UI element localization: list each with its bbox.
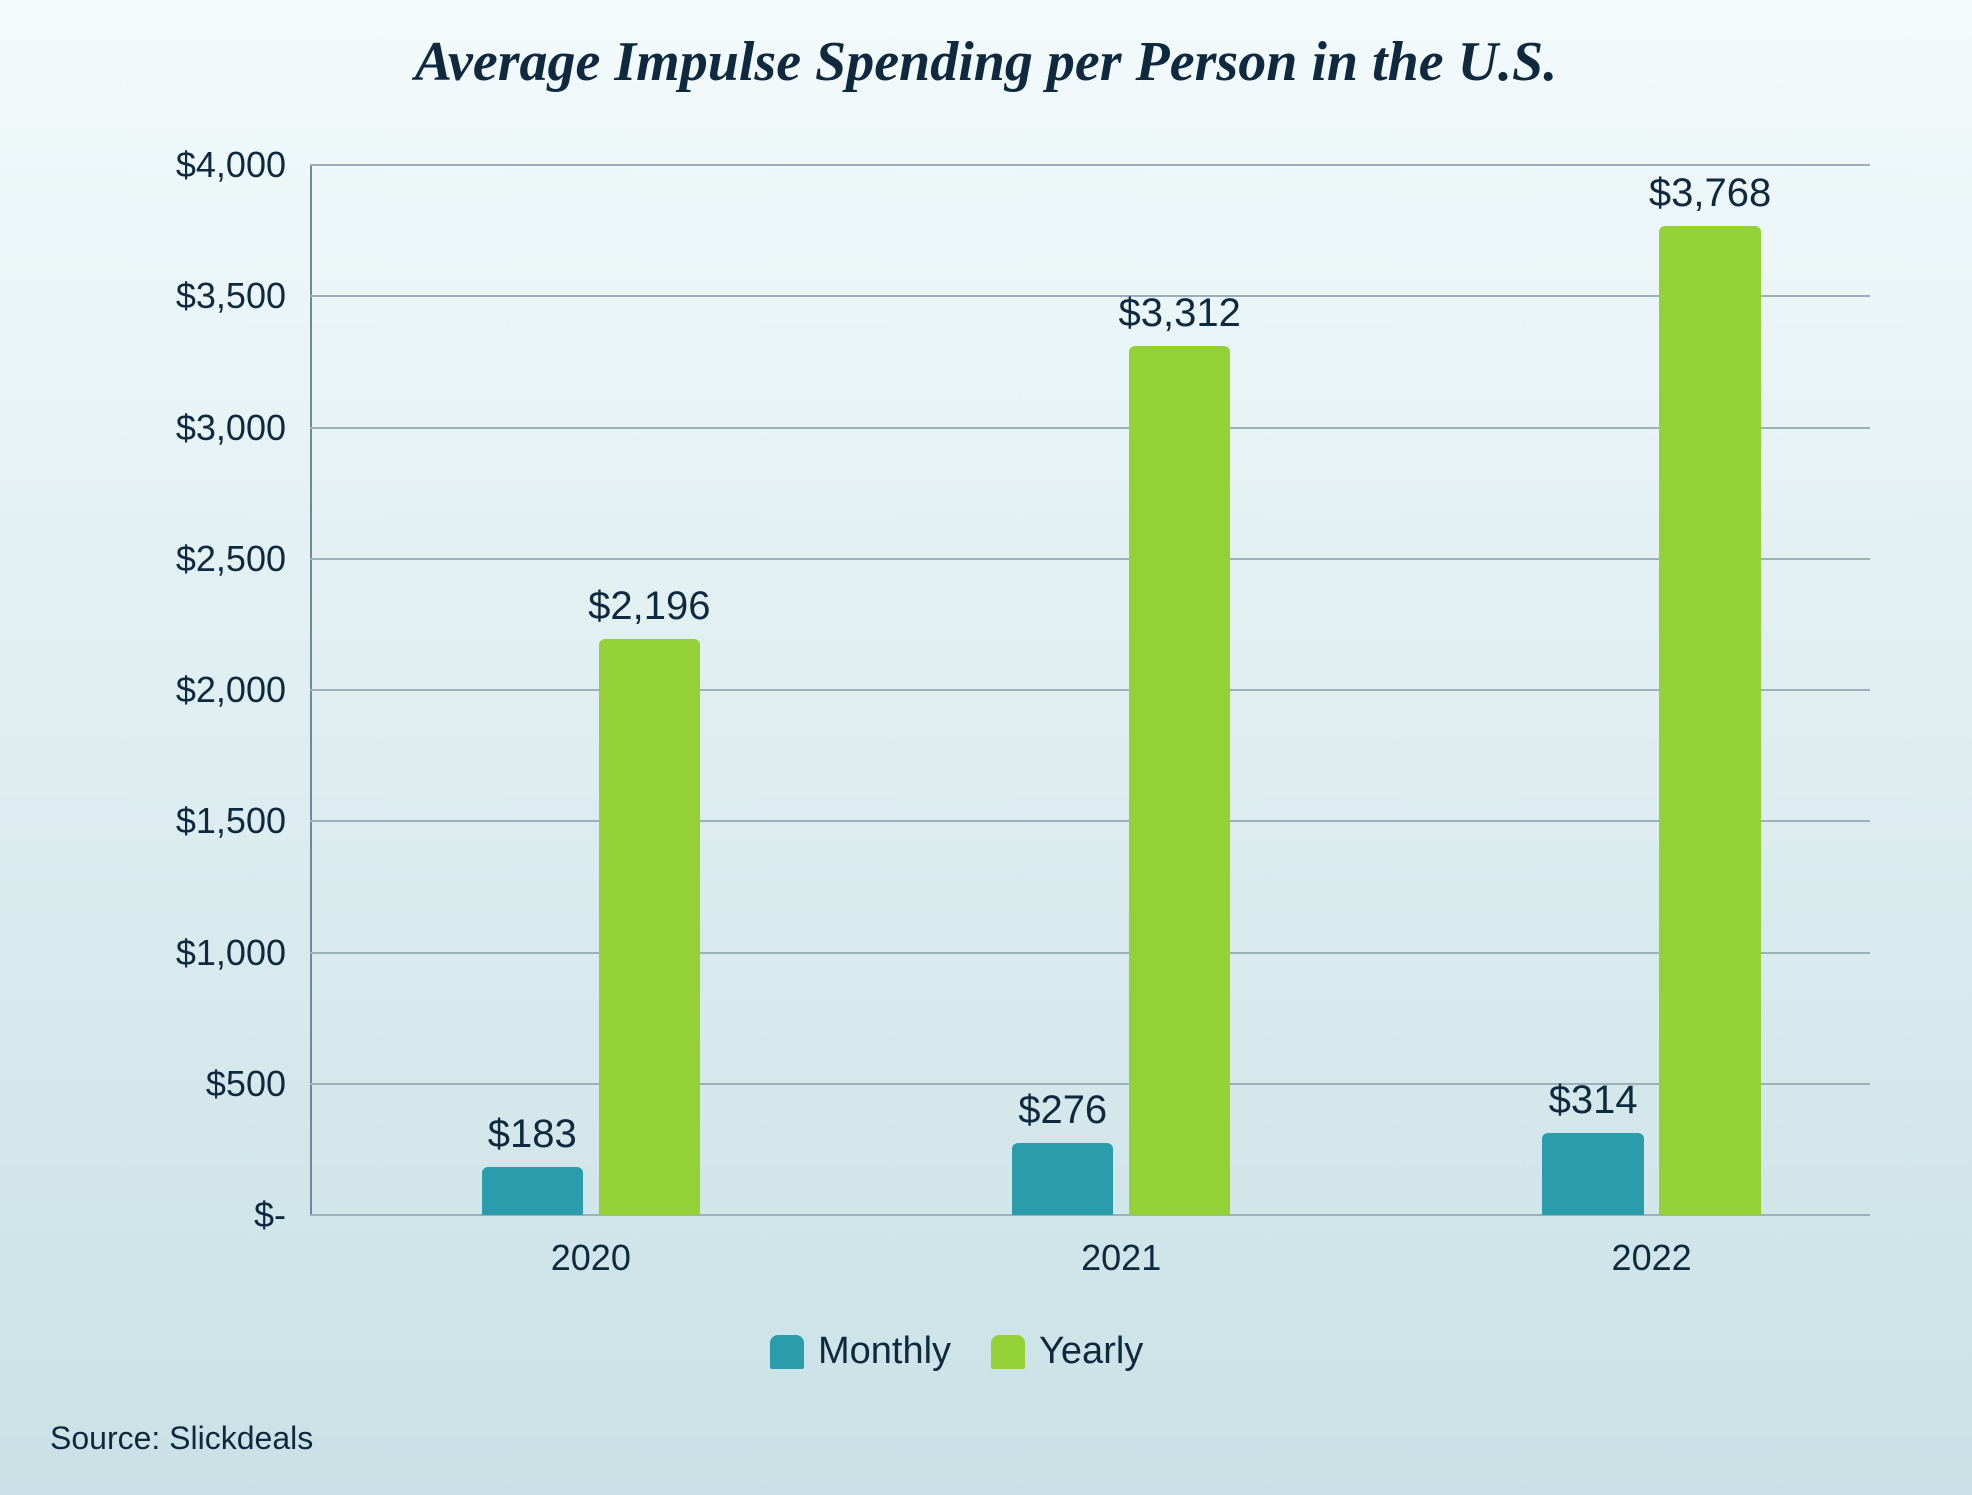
legend-item: Yearly (991, 1330, 1143, 1373)
y-tick-label: $1,000 (176, 932, 310, 974)
gridline (310, 164, 1870, 166)
x-tick-label: 2021 (1081, 1215, 1161, 1279)
chart-title: Average Impulse Spending per Person in t… (0, 30, 1972, 94)
bar-yearly (1129, 346, 1230, 1215)
gridline (310, 427, 1870, 429)
legend-swatch (770, 1335, 804, 1369)
y-tick-label: $4,000 (176, 144, 310, 186)
bar-yearly (1659, 226, 1760, 1215)
legend-item: Monthly (770, 1330, 951, 1373)
legend-label: Yearly (1039, 1330, 1143, 1373)
bar-monthly (482, 1167, 583, 1215)
gridline (310, 689, 1870, 691)
y-tick-label: $2,500 (176, 538, 310, 580)
x-tick-label: 2022 (1612, 1215, 1692, 1279)
plot-area: $-$500$1,000$1,500$2,000$2,500$3,000$3,5… (310, 165, 1870, 1215)
gridline (310, 820, 1870, 822)
bar-value-label: $3,312 (1119, 291, 1241, 346)
bar-monthly (1012, 1143, 1113, 1215)
bar-value-label: $3,768 (1649, 171, 1771, 226)
y-tick-label: $3,500 (176, 275, 310, 317)
bar-yearly (599, 639, 700, 1215)
chart-canvas: Average Impulse Spending per Person in t… (0, 0, 1972, 1495)
legend: Monthly Yearly (770, 1330, 1143, 1373)
y-tick-label: $1,500 (176, 800, 310, 842)
y-tick-label: $2,000 (176, 669, 310, 711)
y-tick-label: $500 (206, 1063, 310, 1105)
bar-value-label: $276 (1018, 1088, 1107, 1143)
bar-value-label: $183 (488, 1112, 577, 1167)
gridline (310, 558, 1870, 560)
legend-swatch (991, 1335, 1025, 1369)
x-tick-label: 2020 (551, 1215, 631, 1279)
bar-value-label: $2,196 (588, 584, 710, 639)
gridline (310, 295, 1870, 297)
gridline (310, 952, 1870, 954)
legend-label: Monthly (818, 1330, 951, 1373)
y-tick-label: $3,000 (176, 407, 310, 449)
source-attribution: Source: Slickdeals (50, 1420, 313, 1457)
y-tick-label: $- (254, 1194, 310, 1236)
bar-value-label: $314 (1549, 1078, 1638, 1133)
bar-monthly (1542, 1133, 1643, 1215)
